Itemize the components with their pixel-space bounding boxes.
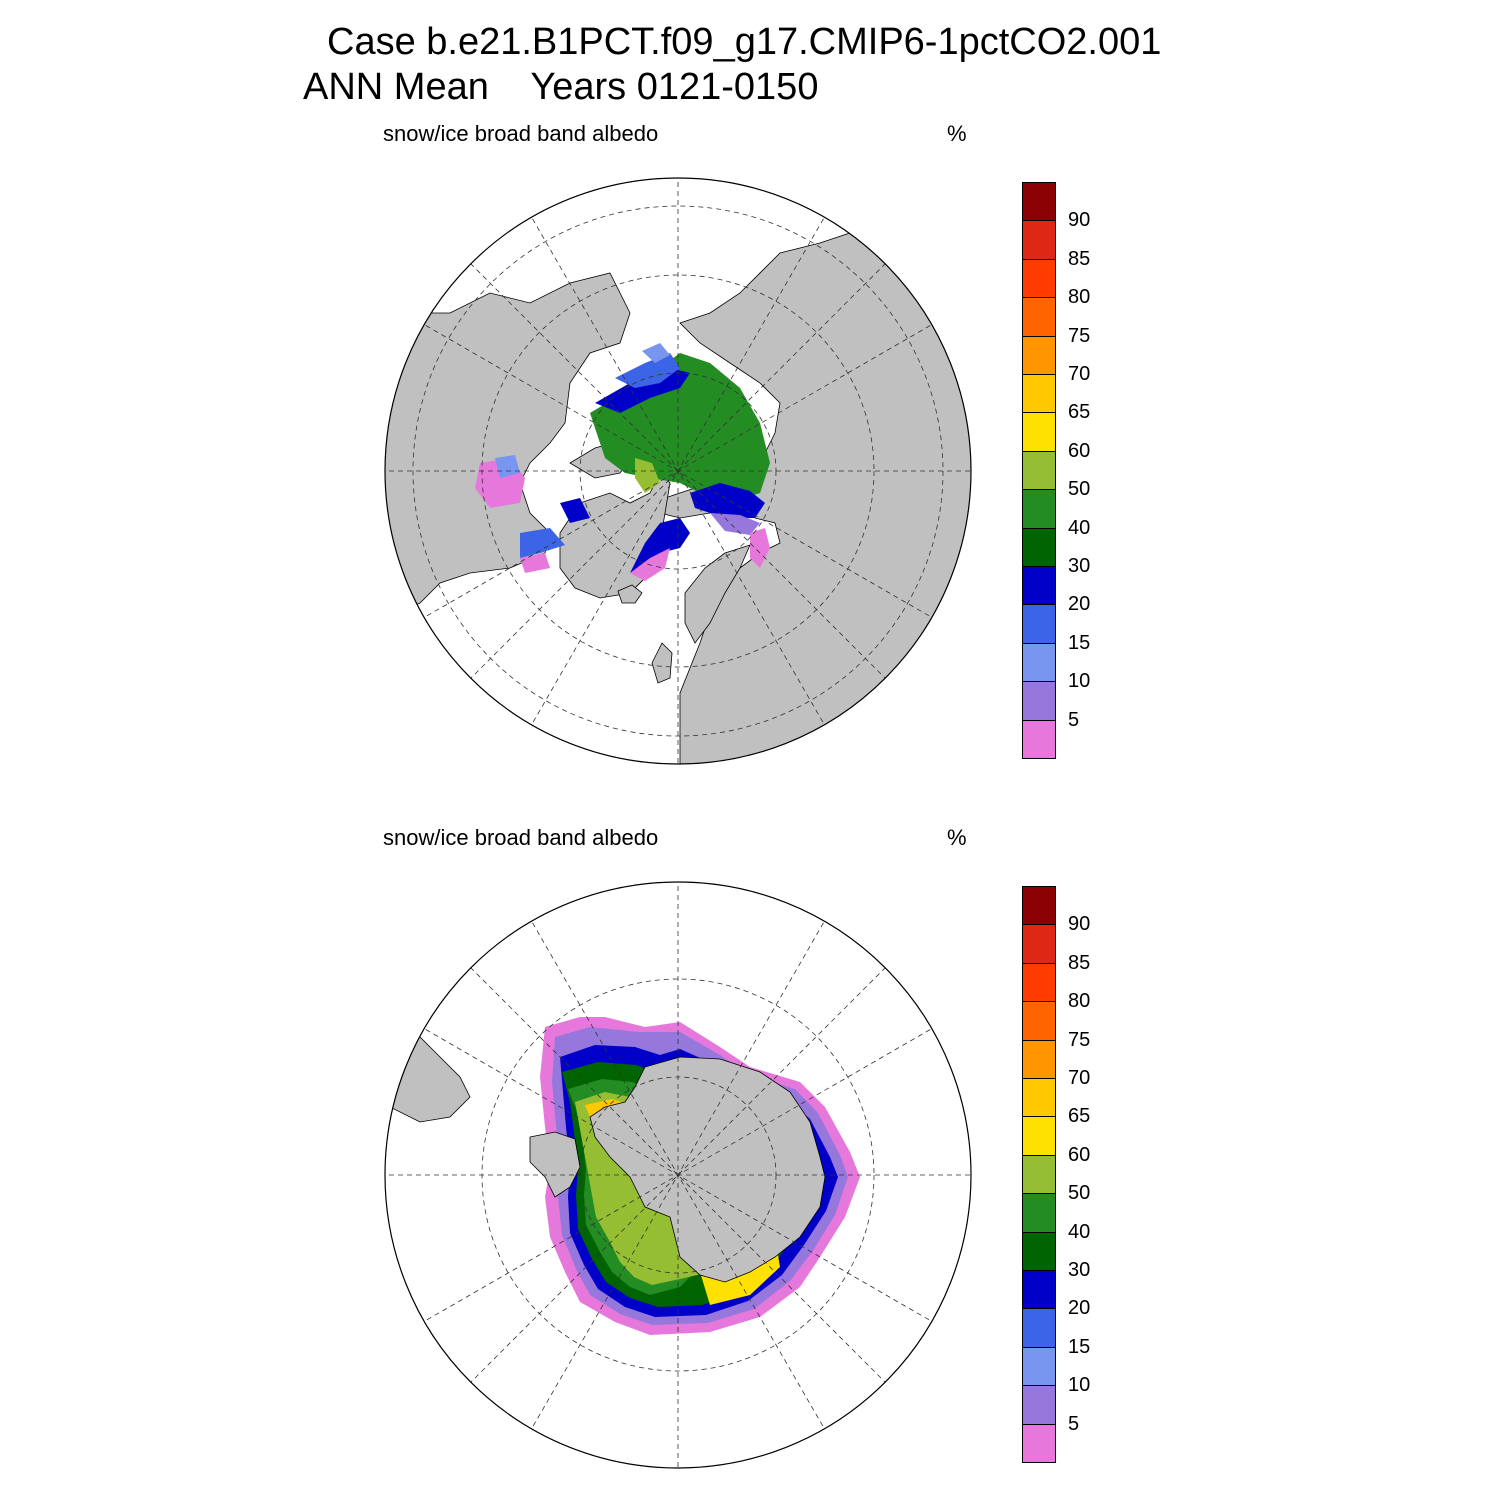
north-colorbar: 90 85 80 75 70 65 60 50 40 30 20 15 10 5 [1022,182,1142,759]
colorbar-swatch [1022,1116,1056,1156]
colorbar-swatch [1022,335,1056,375]
colorbar-tick-label: 5 [1068,1412,1080,1435]
north-variable-label: snow/ice broad band albedo [383,121,659,146]
north-land [385,232,971,764]
colorbar-swatch [1022,527,1056,567]
colorbar-tick-label: 30 [1068,555,1091,577]
colorbar-tick-label: 90 [1068,913,1091,936]
colorbar-swatch [1022,182,1056,222]
colorbar-swatch [1022,1308,1056,1348]
colorbar-tick-label: 10 [1068,670,1091,693]
colorbar-swatch [1022,412,1056,452]
figure-title-period: ANN Mean Years 0121-0150 [303,66,819,108]
colorbar-swatch [1022,924,1056,964]
colorbar-tick-label: 60 [1068,1143,1091,1166]
colorbar-tick-label: 75 [1068,324,1091,347]
colorbar-tick-label: 20 [1068,1297,1091,1320]
south-colorbar: 90 85 80 75 70 65 60 50 40 30 20 15 10 5 [1022,886,1142,1463]
north-graticule [385,178,971,764]
figure-title-case: Case b.e21.B1PCT.f09_g17.CMIP6-1pctCO2.0… [327,21,1162,63]
north-map-border [384,177,972,765]
colorbar-tick-label: 60 [1068,439,1091,462]
colorbar-swatch [1022,450,1056,491]
colorbar-tick-label: 5 [1068,708,1080,731]
colorbar-swatch [1022,1423,1056,1463]
colorbar-swatch [1022,1385,1056,1425]
colorbar-swatch [1022,962,1056,1003]
south-graticule [385,882,971,1468]
north-sea-ice-field [475,343,770,581]
colorbar-swatch [1022,681,1056,721]
colorbar-tick-label: 70 [1068,363,1091,385]
colorbar-tick-label: 80 [1068,286,1091,309]
colorbar-tick-label: 80 [1068,990,1091,1013]
colorbar-tick-label: 40 [1068,516,1091,539]
colorbar-swatch [1022,1154,1056,1195]
colorbar-swatch [1022,1346,1056,1387]
colorbar-swatch [1022,1270,1056,1310]
colorbar-swatch [1022,719,1056,759]
colorbar-swatch [1022,886,1056,926]
north-polar-map [384,177,972,765]
colorbar-tick-label: 50 [1068,478,1091,501]
colorbar-swatch [1022,258,1056,299]
north-units-label: % [947,121,967,146]
colorbar-tick-label: 90 [1068,209,1091,232]
colorbar-tick-label: 40 [1068,1220,1091,1243]
colorbar-swatch [1022,1001,1056,1041]
south-variable-label: snow/ice broad band albedo [383,825,659,850]
colorbar-tick-label: 10 [1068,1374,1091,1397]
colorbar-tick-label: 30 [1068,1259,1091,1281]
colorbar-swatch [1022,1193,1056,1233]
colorbar-tick-label: 20 [1068,593,1091,616]
colorbar-swatch [1022,642,1056,683]
colorbar-tick-label: 75 [1068,1028,1091,1051]
colorbar-swatch [1022,1231,1056,1271]
colorbar-swatch [1022,297,1056,337]
colorbar-swatch [1022,566,1056,606]
colorbar-swatch [1022,1039,1056,1079]
colorbar-tick-label: 15 [1068,631,1091,654]
colorbar-swatch [1022,604,1056,644]
south-map-border [384,881,972,1469]
south-units-label: % [947,825,967,850]
colorbar-swatch [1022,220,1056,260]
south-polar-map [384,881,972,1469]
colorbar-tick-label: 85 [1068,951,1091,974]
colorbar-tick-label: 65 [1068,401,1091,424]
colorbar-tick-label: 70 [1068,1067,1091,1089]
colorbar-tick-label: 15 [1068,1335,1091,1358]
colorbar-swatch [1022,1078,1056,1118]
colorbar-tick-label: 85 [1068,247,1091,270]
colorbar-tick-label: 50 [1068,1182,1091,1205]
colorbar-swatch [1022,489,1056,529]
colorbar-tick-label: 65 [1068,1105,1091,1128]
colorbar-swatch [1022,374,1056,414]
